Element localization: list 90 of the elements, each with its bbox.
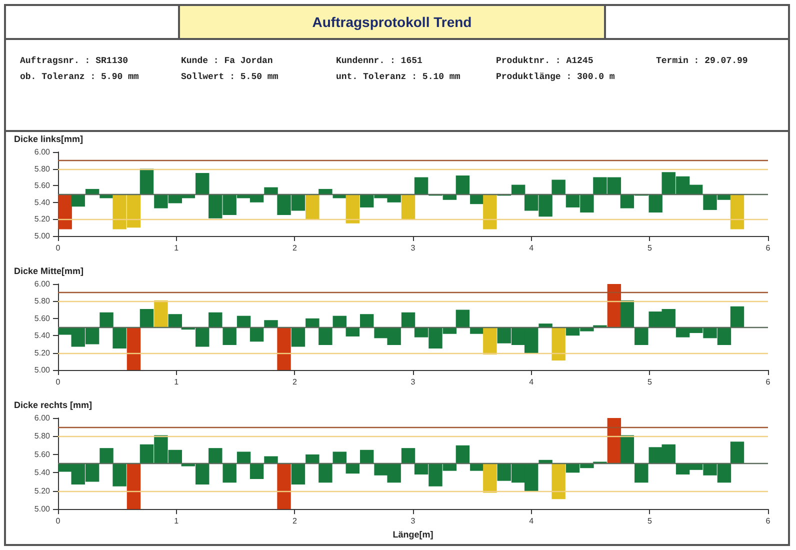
- bar: [222, 327, 236, 346]
- bar: [483, 327, 497, 355]
- text: ob. Toleranz : 5.90 mm: [20, 72, 139, 82]
- bar: [414, 177, 428, 194]
- x-tick-label: 1: [174, 516, 180, 526]
- y-tick-label: 6.00: [34, 414, 51, 422]
- x-tick-label: 3: [410, 516, 416, 526]
- y-tick-label: 5.60: [34, 450, 51, 459]
- bar: [264, 320, 278, 327]
- y-tick-label: 5.00: [34, 366, 51, 374]
- y-tick-label: 5.80: [34, 296, 51, 306]
- bar: [620, 435, 634, 464]
- x-tick-label: 6: [766, 378, 771, 386]
- bar: [470, 464, 484, 471]
- bar: [552, 464, 566, 500]
- y-tick-label: 5.60: [34, 181, 51, 190]
- bar: [730, 194, 744, 230]
- bar: [277, 327, 291, 370]
- bar: [634, 464, 648, 483]
- text: Kundennr. : 1651: [336, 56, 422, 66]
- bar: [538, 324, 552, 327]
- x-tick-label: 3: [410, 378, 416, 386]
- text: Produktnr. : A1245: [496, 56, 594, 66]
- x-tick-label: 6: [766, 516, 771, 526]
- y-axis-title: Dicke Mitte[mm]: [14, 266, 84, 276]
- x-tick-label: 5: [647, 378, 652, 386]
- bar: [140, 168, 154, 194]
- chart-title: Auftragsprotokoll Trend: [178, 6, 606, 38]
- y-tick-label: 5.40: [34, 331, 51, 340]
- y-tick-label: 5.20: [34, 486, 51, 496]
- text: Sollwert : 5.50 mm: [181, 72, 278, 82]
- x-tick-label: 2: [292, 244, 298, 252]
- x-tick-label: 1: [174, 378, 180, 386]
- y-tick-label: 5.40: [34, 198, 51, 207]
- y-tick-label: 5.20: [34, 348, 51, 358]
- x-tick-label: 4: [529, 516, 534, 526]
- bar: [607, 418, 622, 464]
- x-tick-label: 5: [647, 244, 652, 252]
- bar: [483, 464, 497, 493]
- bar: [222, 464, 236, 483]
- y-tick-label: 5.00: [34, 504, 51, 514]
- bar: [264, 456, 278, 464]
- x-tick-label: 0: [56, 378, 61, 386]
- bar: [58, 194, 72, 230]
- text: Kunde : Fa Jordan: [181, 56, 273, 66]
- bar: [71, 194, 85, 207]
- bar: [154, 300, 168, 327]
- y-axis-title: Dicke links[mm]: [14, 134, 84, 144]
- bar: [126, 327, 141, 370]
- y-tick-label: 6.00: [34, 280, 51, 288]
- y-tick-label: 5.20: [34, 214, 51, 224]
- y-axis-title: Dicke rechts [mm]: [14, 400, 92, 410]
- text: Produktlänge : 300.0 m: [496, 72, 615, 82]
- text: Auftragsnr. : SR1130: [20, 56, 128, 66]
- bar: [291, 327, 306, 347]
- x-tick-label: 0: [56, 516, 61, 526]
- x-tick-label: 1: [174, 244, 180, 252]
- x-tick-label: 6: [766, 244, 771, 252]
- bar: [360, 450, 374, 464]
- x-tick-label: 4: [529, 378, 534, 386]
- bar: [318, 188, 332, 194]
- bar: [277, 464, 291, 510]
- text: unt. Toleranz : 5.10 mm: [336, 72, 460, 82]
- y-tick-label: 5.40: [34, 468, 51, 478]
- bar: [401, 194, 416, 220]
- y-tick-label: 5.00: [34, 232, 51, 240]
- bar: [360, 314, 374, 327]
- bar: [620, 300, 634, 327]
- x-tick-label: 4: [529, 244, 534, 252]
- bar: [306, 194, 320, 220]
- x-tick-label: 5: [647, 516, 652, 526]
- text: Termin : 29.07.99: [656, 56, 748, 66]
- y-tick-label: 6.00: [34, 148, 51, 156]
- bar: [552, 327, 566, 361]
- bar: [346, 194, 360, 224]
- y-tick-label: 5.60: [34, 314, 51, 323]
- bar: [291, 464, 306, 485]
- x-tick-label: 3: [410, 244, 416, 252]
- x-axis-title: Länge[m]: [392, 530, 434, 540]
- bar: [483, 194, 497, 230]
- x-tick-label: 0: [56, 244, 61, 252]
- x-tick-label: 2: [292, 378, 298, 386]
- bar: [634, 327, 648, 346]
- bar: [607, 284, 622, 327]
- x-tick-label: 2: [292, 516, 298, 526]
- bar: [85, 188, 100, 194]
- y-tick-label: 5.80: [34, 164, 51, 174]
- bar: [126, 464, 141, 510]
- y-tick-label: 5.80: [34, 432, 51, 441]
- bar: [140, 308, 154, 327]
